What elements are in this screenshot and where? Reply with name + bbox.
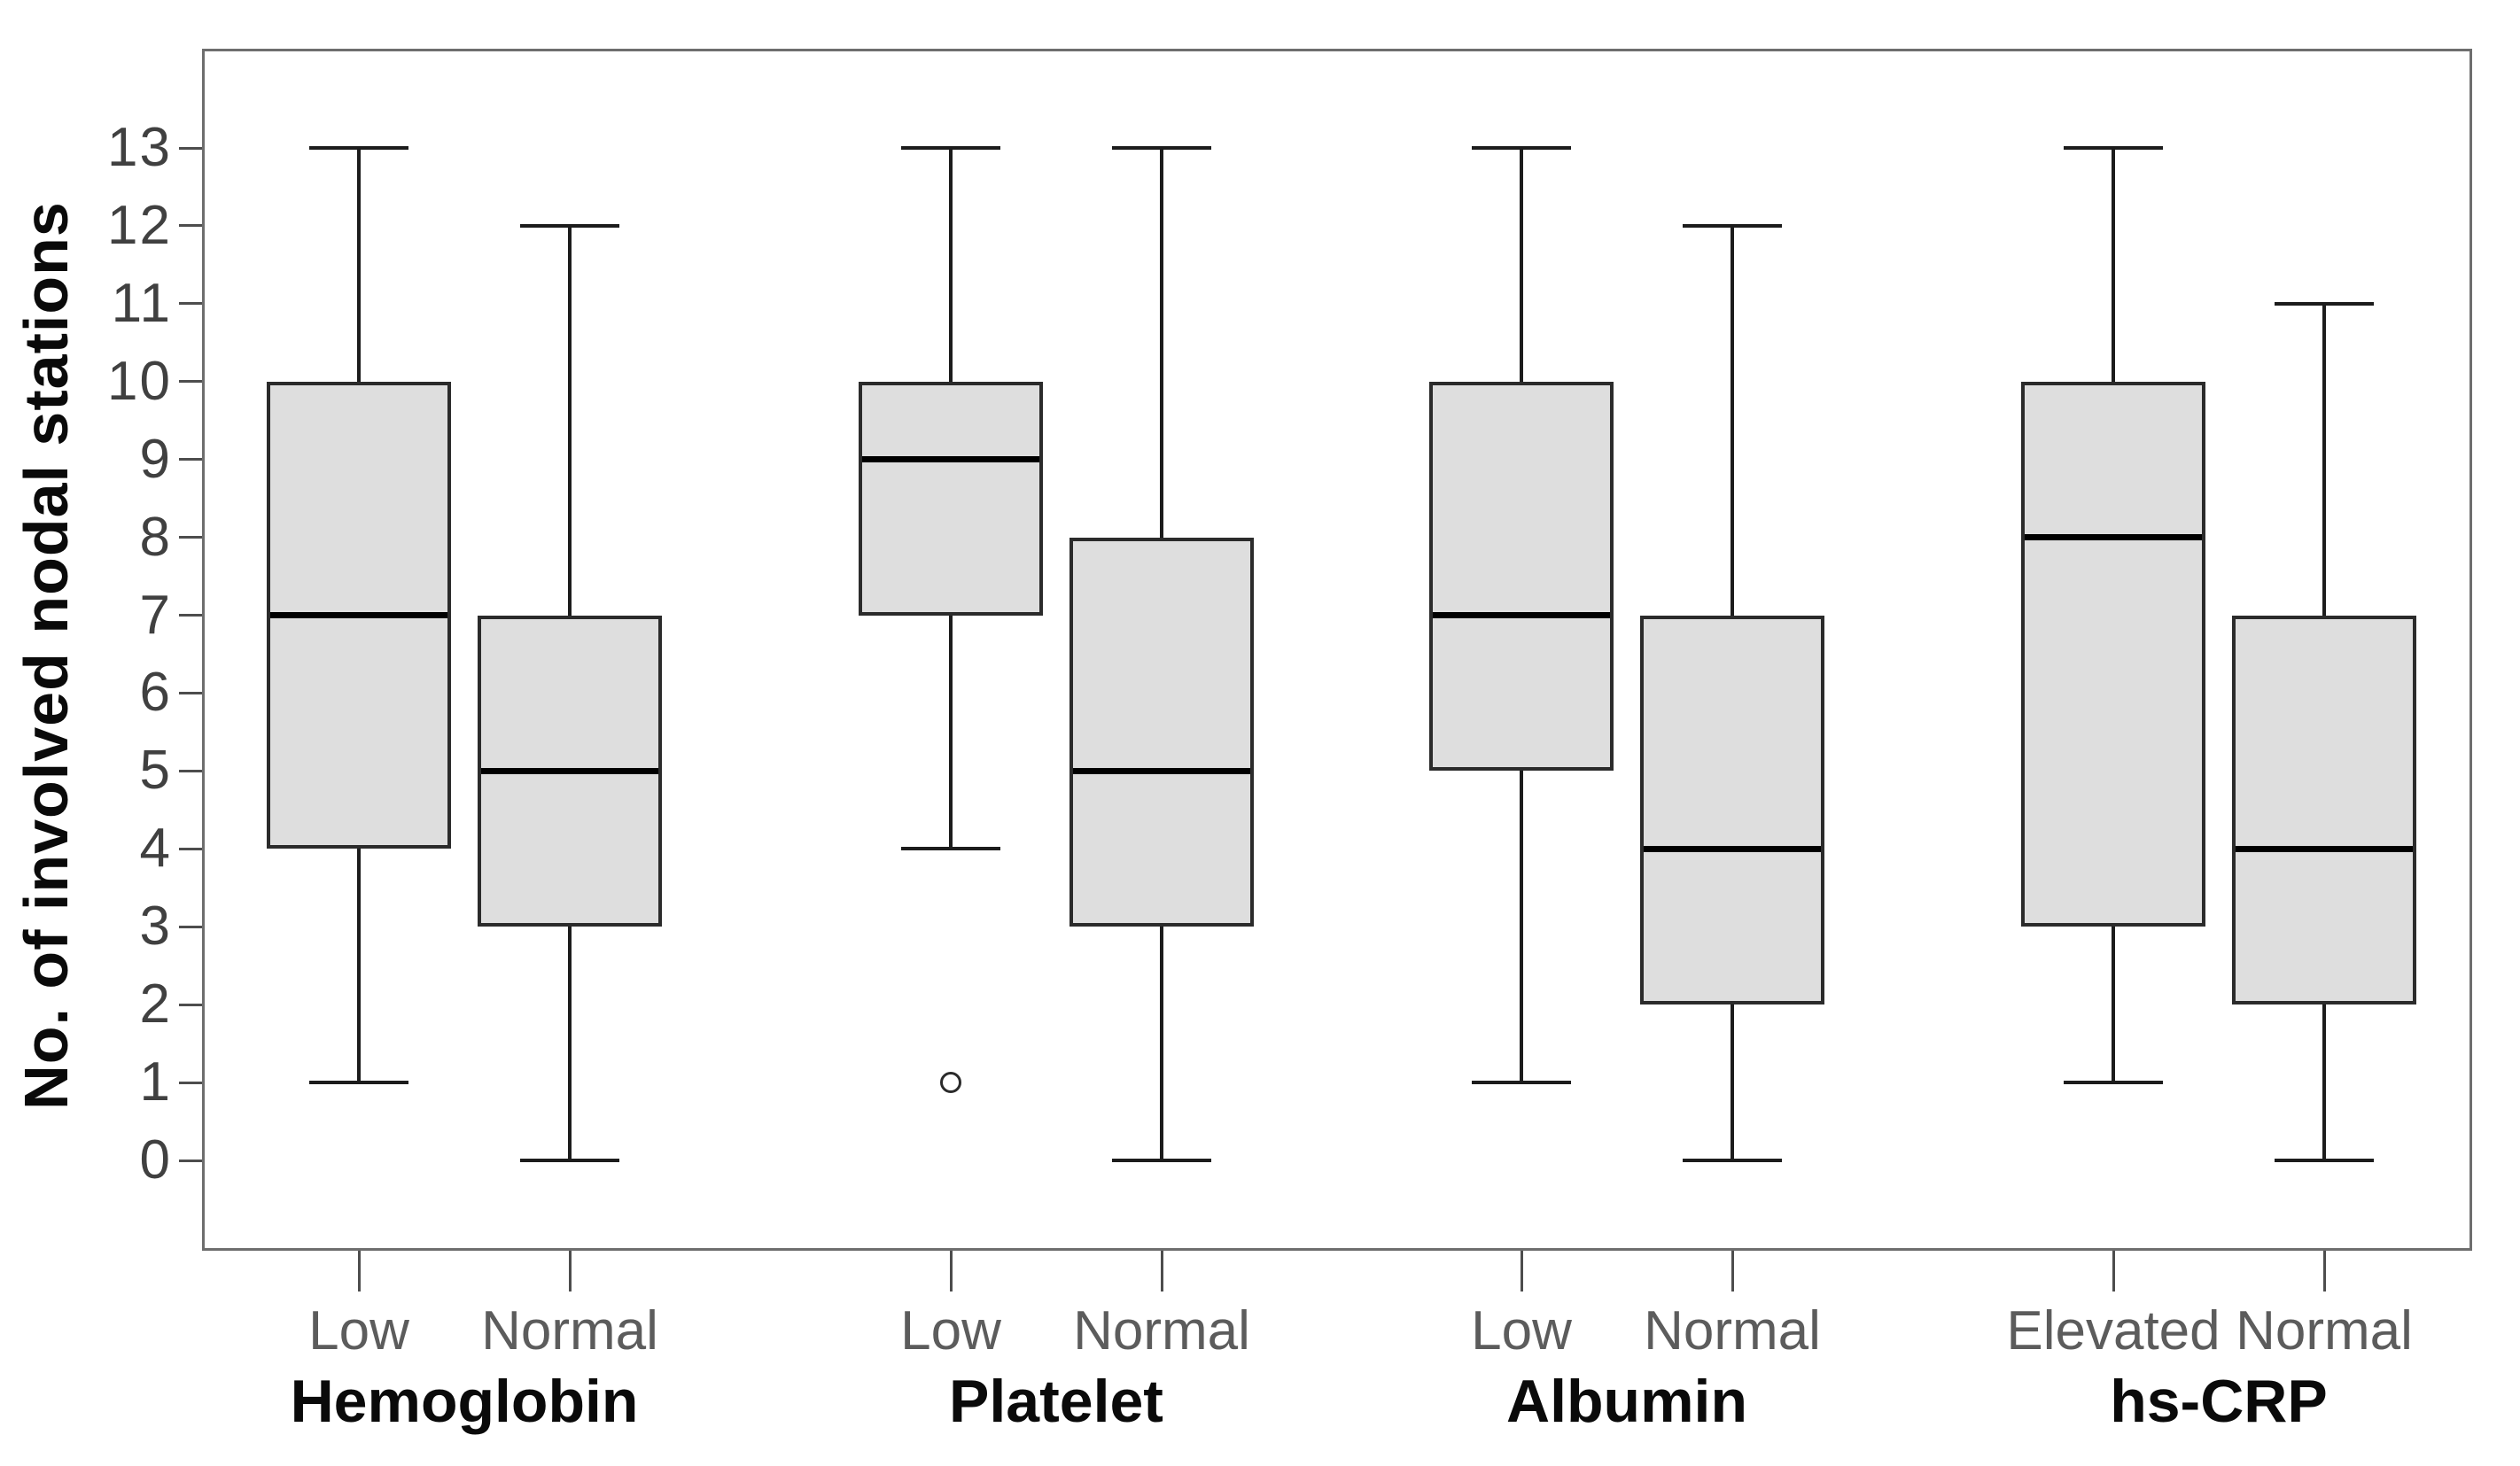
- whisker-upper-hs-crp-elevated: [2112, 148, 2115, 382]
- median-platelet-normal: [1073, 767, 1250, 774]
- median-albumin-normal: [1644, 845, 1821, 852]
- median-albumin-low: [1433, 612, 1610, 619]
- whisker-cap-min-hs-crp-elevated: [2064, 1081, 2163, 1085]
- whisker-lower-hs-crp-elevated: [2112, 927, 2115, 1083]
- x-tick-albumin-low: [1520, 1251, 1523, 1291]
- group-label-hemoglobin: Hemoglobin: [290, 1368, 639, 1435]
- whisker-upper-hemoglobin-normal: [568, 225, 572, 616]
- y-tick-label-8: 8: [139, 506, 172, 568]
- whisker-cap-max-platelet-low: [901, 146, 1000, 151]
- category-label-platelet-low: Low: [900, 1300, 1001, 1361]
- x-tick-albumin-normal: [1731, 1251, 1734, 1291]
- group-label-hs-crp: hs-CRP: [2110, 1368, 2328, 1435]
- y-tick-0: [179, 1159, 202, 1162]
- whisker-lower-platelet-low: [949, 615, 953, 849]
- whisker-cap-max-hemoglobin-normal: [520, 223, 619, 228]
- y-tick-label-4: 4: [139, 818, 172, 880]
- y-tick-10: [179, 380, 202, 384]
- y-tick-label-10: 10: [107, 350, 172, 412]
- y-tick-7: [179, 614, 202, 617]
- y-tick-label-6: 6: [139, 662, 172, 724]
- whisker-lower-albumin-normal: [1731, 1004, 1734, 1160]
- box-hs-crp-normal: [2232, 615, 2416, 1005]
- group-label-albumin: Albumin: [1506, 1368, 1747, 1435]
- whisker-lower-hs-crp-normal: [2322, 1004, 2326, 1160]
- whisker-lower-hemoglobin-normal: [568, 927, 572, 1160]
- y-tick-3: [179, 925, 202, 928]
- whisker-cap-min-platelet-low: [901, 847, 1000, 851]
- y-tick-8: [179, 536, 202, 539]
- y-tick-11: [179, 302, 202, 306]
- y-tick-12: [179, 224, 202, 228]
- box-platelet-low: [859, 381, 1043, 616]
- whisker-cap-max-hs-crp-normal: [2275, 301, 2374, 306]
- x-tick-hemoglobin-low: [357, 1251, 361, 1291]
- y-tick-label-0: 0: [139, 1129, 172, 1191]
- whisker-cap-min-platelet-normal: [1112, 1159, 1211, 1162]
- y-tick-1: [179, 1081, 202, 1084]
- category-label-hemoglobin-low: Low: [308, 1300, 409, 1361]
- median-platelet-low: [862, 456, 1039, 463]
- category-label-hs-crp-elevated: Elevated: [2006, 1300, 2221, 1361]
- category-label-platelet-normal: Normal: [1073, 1300, 1250, 1361]
- category-label-albumin-low: Low: [1471, 1300, 1572, 1361]
- x-tick-platelet-normal: [1160, 1251, 1163, 1291]
- whisker-upper-hs-crp-normal: [2322, 303, 2326, 616]
- y-tick-2: [179, 1003, 202, 1006]
- y-tick-label-5: 5: [139, 740, 172, 802]
- category-label-albumin-normal: Normal: [1644, 1300, 1821, 1361]
- median-hs-crp-elevated: [2025, 534, 2202, 541]
- whisker-cap-max-hemoglobin-low: [309, 146, 408, 151]
- x-tick-hemoglobin-normal: [568, 1251, 572, 1291]
- y-tick-13: [179, 146, 202, 150]
- y-tick-label-7: 7: [139, 584, 172, 646]
- y-tick-label-9: 9: [139, 428, 172, 490]
- box-platelet-normal: [1069, 537, 1254, 927]
- whisker-cap-max-hs-crp-elevated: [2064, 146, 2163, 151]
- y-tick-label-3: 3: [139, 896, 172, 958]
- whisker-cap-max-albumin-normal: [1683, 223, 1782, 228]
- whisker-cap-min-hs-crp-normal: [2275, 1159, 2374, 1162]
- y-tick-4: [179, 847, 202, 850]
- y-tick-label-13: 13: [107, 117, 172, 179]
- median-hemoglobin-low: [270, 612, 447, 619]
- outlier-platelet-low-0: [940, 1072, 961, 1094]
- y-tick-9: [179, 458, 202, 462]
- whisker-lower-platelet-normal: [1160, 927, 1163, 1160]
- whisker-upper-albumin-low: [1520, 148, 1523, 382]
- whisker-upper-platelet-normal: [1160, 148, 1163, 538]
- y-tick-label-11: 11: [111, 272, 172, 334]
- median-hs-crp-normal: [2236, 845, 2413, 852]
- whisker-cap-min-albumin-low: [1472, 1081, 1571, 1085]
- category-label-hs-crp-normal: Normal: [2236, 1300, 2413, 1361]
- whisker-cap-min-hemoglobin-low: [309, 1081, 408, 1085]
- whisker-cap-max-platelet-normal: [1112, 146, 1211, 151]
- box-albumin-normal: [1640, 615, 1824, 1005]
- whisker-upper-albumin-normal: [1731, 225, 1734, 616]
- whisker-upper-platelet-low: [949, 148, 953, 382]
- whisker-lower-albumin-low: [1520, 771, 1523, 1083]
- whisker-cap-max-albumin-low: [1472, 146, 1571, 151]
- y-tick-label-12: 12: [107, 194, 172, 256]
- y-tick-label-1: 1: [139, 1051, 172, 1113]
- x-tick-platelet-low: [949, 1251, 953, 1291]
- y-tick-5: [179, 769, 202, 772]
- category-label-hemoglobin-normal: Normal: [481, 1300, 658, 1361]
- y-tick-6: [179, 691, 202, 694]
- box-hs-crp-elevated: [2021, 381, 2205, 927]
- y-tick-label-2: 2: [139, 973, 172, 1036]
- whisker-cap-min-albumin-normal: [1683, 1159, 1782, 1162]
- whisker-cap-min-hemoglobin-normal: [520, 1159, 619, 1162]
- whisker-upper-hemoglobin-low: [357, 148, 361, 382]
- box-albumin-low: [1429, 381, 1614, 772]
- median-hemoglobin-normal: [481, 767, 658, 774]
- x-tick-hs-crp-normal: [2322, 1251, 2326, 1291]
- group-label-platelet: Platelet: [949, 1368, 1163, 1435]
- whisker-lower-hemoglobin-low: [357, 849, 361, 1083]
- x-tick-hs-crp-elevated: [2112, 1251, 2115, 1291]
